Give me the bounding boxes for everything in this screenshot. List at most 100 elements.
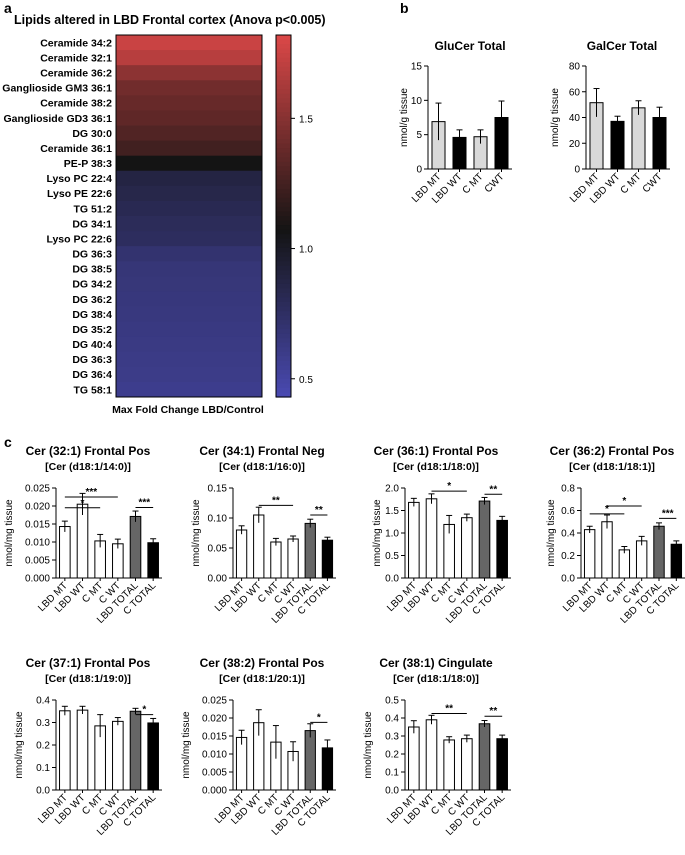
bar [321,539,334,579]
colorbar-segment [276,48,291,54]
y-tick-label: 40 [569,113,581,124]
colorbar-segment [276,35,291,41]
bar [653,525,665,579]
heatmap-cell [116,140,262,157]
x-tick-label: C MT [619,171,644,196]
y-tick-label: 0.8 [561,484,575,495]
heatmap-cell [116,306,262,323]
y-tick-label: 0.05 [208,544,228,555]
y-axis-label: nmol/mg tissue [191,499,202,567]
colorbar-segment [276,369,291,375]
bar [496,738,508,791]
heatmap-cell [116,65,262,81]
colorbar-segment [276,256,291,262]
x-tick-label: C MT [461,171,486,196]
significance-label: * [622,496,626,507]
heatmap-row-label: Lyso PC 22:6 [46,233,112,245]
colorbar-segment [276,234,291,240]
colorbar-tick-label: 1.0 [299,245,313,256]
heatmap-row-label: DG 34:2 [72,279,112,291]
colorbar-segment [276,270,291,276]
heatmap-row-label: DG 36:4 [72,369,112,381]
chart-cer-36-2: Cer (36:2) Frontal Pos [Cer (d18:1/18:1)… [546,444,685,626]
heatmap-title: Lipids altered in LBD Frontal cortex (An… [14,13,326,27]
heatmap-cell [116,351,262,368]
heatmap-row-label: TG 51:2 [73,203,112,215]
significance-label: * [142,705,146,716]
heatmap-row-label: Lyso PE 22:6 [47,188,112,200]
significance-label: ** [445,704,453,715]
colorbar-segment [276,311,291,317]
chart-subtitle: [Cer (d18:1/19:0)] [45,673,131,685]
y-axis-label: nmol/g tissue [399,88,410,147]
heatmap-row-label: Ceramide 38:2 [40,98,112,110]
chart-title: GalCer Total [587,39,657,53]
heatmap-row-label: Ganglioside GM3 36:1 [2,83,112,95]
bar [59,526,71,579]
bar [408,726,420,791]
colorbar-segment [276,265,291,271]
y-axis-label: nmol/mg tissue [181,711,192,779]
colorbar-segment [276,229,291,235]
colorbar-segment [276,179,291,185]
y-tick-label: 1.0 [385,529,399,540]
bar [235,736,248,791]
colorbar-segment [276,202,291,208]
chart-title: Cer (36:2) Frontal Pos [550,444,675,458]
panel-label-b: b [400,0,409,16]
colorbar-segment [276,57,291,63]
chart-title: GluCer Total [434,39,505,53]
colorbar-segment [276,188,291,194]
heatmap-row-label: DG 40:4 [72,339,112,351]
colorbar-segment [276,329,291,335]
heatmap-cell [116,155,262,172]
chart-cer-32-1: Cer (32:1) Frontal Pos [Cer (d18:1/14:0)… [4,444,162,626]
y-tick-label: 0.015 [202,732,227,743]
bar [270,541,282,579]
heatmap-row-label: DG 38:5 [72,264,112,276]
y-tick-label: 0.025 [202,696,227,707]
colorbar-segment [276,80,291,86]
colorbar-segment [276,247,291,253]
bar [443,739,455,791]
chart-subtitle: [Cer (d18:1/16:0)] [219,461,305,473]
bar [147,542,159,579]
colorbar-tick-label: 0.5 [299,375,313,386]
panel-label-c: c [4,434,12,450]
colorbar-segment [276,148,291,154]
significance-label: *** [138,497,150,508]
y-axis-label: nmol/mg tissue [546,499,557,567]
colorbar-segment [276,360,291,366]
colorbar-segment [276,111,291,118]
y-axis-label: nmol/mg tissue [14,711,25,779]
colorbar-segment [276,315,291,321]
chart-cer-36-1: Cer (36:1) Frontal Pos [Cer (d18:1/18:0)… [372,444,511,626]
colorbar-segment [276,44,291,50]
y-tick-label: 0.3 [385,732,399,743]
heatmap-row-label: PE-P 38:3 [64,158,112,170]
colorbar-segment [276,288,291,294]
chart-cer-34-1: Cer (34:1) Frontal Neg [Cer (d18:1/16:0)… [191,444,336,626]
y-tick-label: 0.5 [385,551,399,562]
colorbar-segment [276,261,291,267]
heatmap-cell [116,110,262,126]
colorbar-segment [276,125,291,131]
colorbar-segment [276,89,291,95]
heatmap-cell [116,321,262,338]
bar [235,529,248,579]
colorbar-segment [276,306,291,312]
chart-cer-38-2: Cer (38:2) Frontal Pos [Cer (d18:1/20:1)… [181,656,336,838]
y-tick-label: 0.2 [385,750,399,761]
heatmap-cell [116,246,262,262]
bar [129,515,142,579]
chart-subtitle: [Cer (d18:1/18:0)] [393,461,479,473]
heatmap-xlabel: Max Fold Change LBD/Control [112,404,264,416]
bar [631,107,646,170]
y-axis-label: nmol/mg tissue [372,499,383,567]
colorbar-segment [276,75,291,81]
bar [478,723,491,791]
colorbar-segment [276,134,291,140]
chart-subtitle: [Cer (d18:1/20:1)] [219,673,305,685]
heatmap-row-label: Ceramide 36:1 [40,143,112,155]
